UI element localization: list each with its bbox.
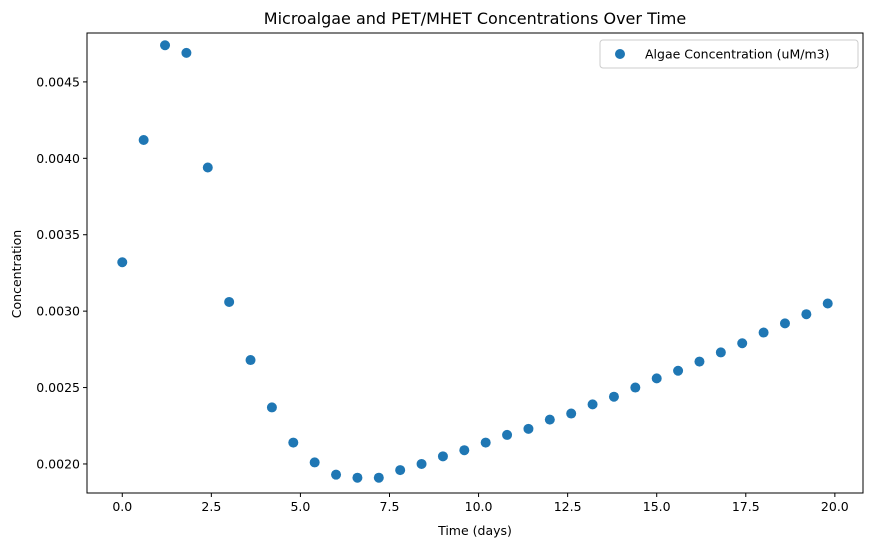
data-point [331, 469, 342, 480]
y-axis-label: Concentration [9, 230, 24, 318]
data-point [373, 472, 384, 483]
data-point [480, 437, 491, 448]
legend: Algae Concentration (uM/m3) [599, 39, 859, 69]
data-point [181, 47, 192, 58]
x-tick-label: 10.0 [465, 499, 493, 514]
data-point [224, 296, 235, 307]
x-tick-label: 5.0 [290, 499, 310, 514]
data-point [566, 408, 577, 419]
data-point [309, 457, 320, 468]
x-tick-label: 2.5 [201, 499, 221, 514]
y-tick-label: 0.0045 [36, 74, 80, 89]
data-point [673, 365, 684, 376]
data-point [352, 472, 363, 483]
plot-area [86, 32, 864, 494]
legend-label: Algae Concentration (uM/m3) [645, 47, 830, 62]
data-point [502, 429, 513, 440]
y-tick-label: 0.0020 [36, 456, 80, 471]
legend-box [599, 39, 859, 69]
data-point [737, 338, 748, 349]
x-tick-label: 0.0 [112, 499, 132, 514]
y-tick-label: 0.0025 [36, 380, 80, 395]
x-tick-label: 17.5 [732, 499, 760, 514]
chart-title: Microalgae and PET/MHET Concentrations O… [264, 9, 686, 28]
data-point [630, 382, 641, 393]
data-point [202, 162, 213, 173]
x-tick-label: 12.5 [554, 499, 582, 514]
data-point [801, 309, 812, 320]
data-point [245, 355, 256, 366]
x-axis-label: Time (days) [437, 523, 512, 538]
data-point [117, 257, 128, 268]
data-point [160, 40, 171, 51]
data-point [416, 458, 427, 469]
y-tick-label: 0.0035 [36, 227, 80, 242]
plot-background [87, 33, 863, 493]
y-axis: 0.0020 0.0025 0.0030 0.0035 0.0040 0.0045 [36, 74, 87, 471]
data-point [715, 347, 726, 358]
data-point [651, 373, 662, 384]
y-tick-label: 0.0030 [36, 304, 80, 319]
data-point [544, 414, 555, 425]
data-point [758, 327, 769, 338]
data-point [694, 356, 705, 367]
data-point [459, 445, 470, 456]
data-point [395, 465, 406, 476]
data-point [437, 451, 448, 462]
data-point [288, 437, 299, 448]
y-tick-label: 0.0040 [36, 151, 80, 166]
plot-border [86, 32, 864, 494]
data-point [266, 402, 277, 413]
data-point [587, 399, 598, 410]
x-tick-label: 15.0 [643, 499, 671, 514]
data-point [138, 134, 149, 145]
x-tick-label: 7.5 [380, 499, 400, 514]
legend-marker [615, 49, 625, 59]
data-point [822, 298, 833, 309]
data-point [523, 423, 534, 434]
x-tick-label: 20.0 [821, 499, 849, 514]
data-points [117, 40, 833, 483]
x-axis: 0.0 2.5 5.0 7.5 10.0 12.5 15.0 17.5 20.0 [112, 493, 849, 514]
data-point [779, 318, 790, 329]
data-point [608, 391, 619, 402]
